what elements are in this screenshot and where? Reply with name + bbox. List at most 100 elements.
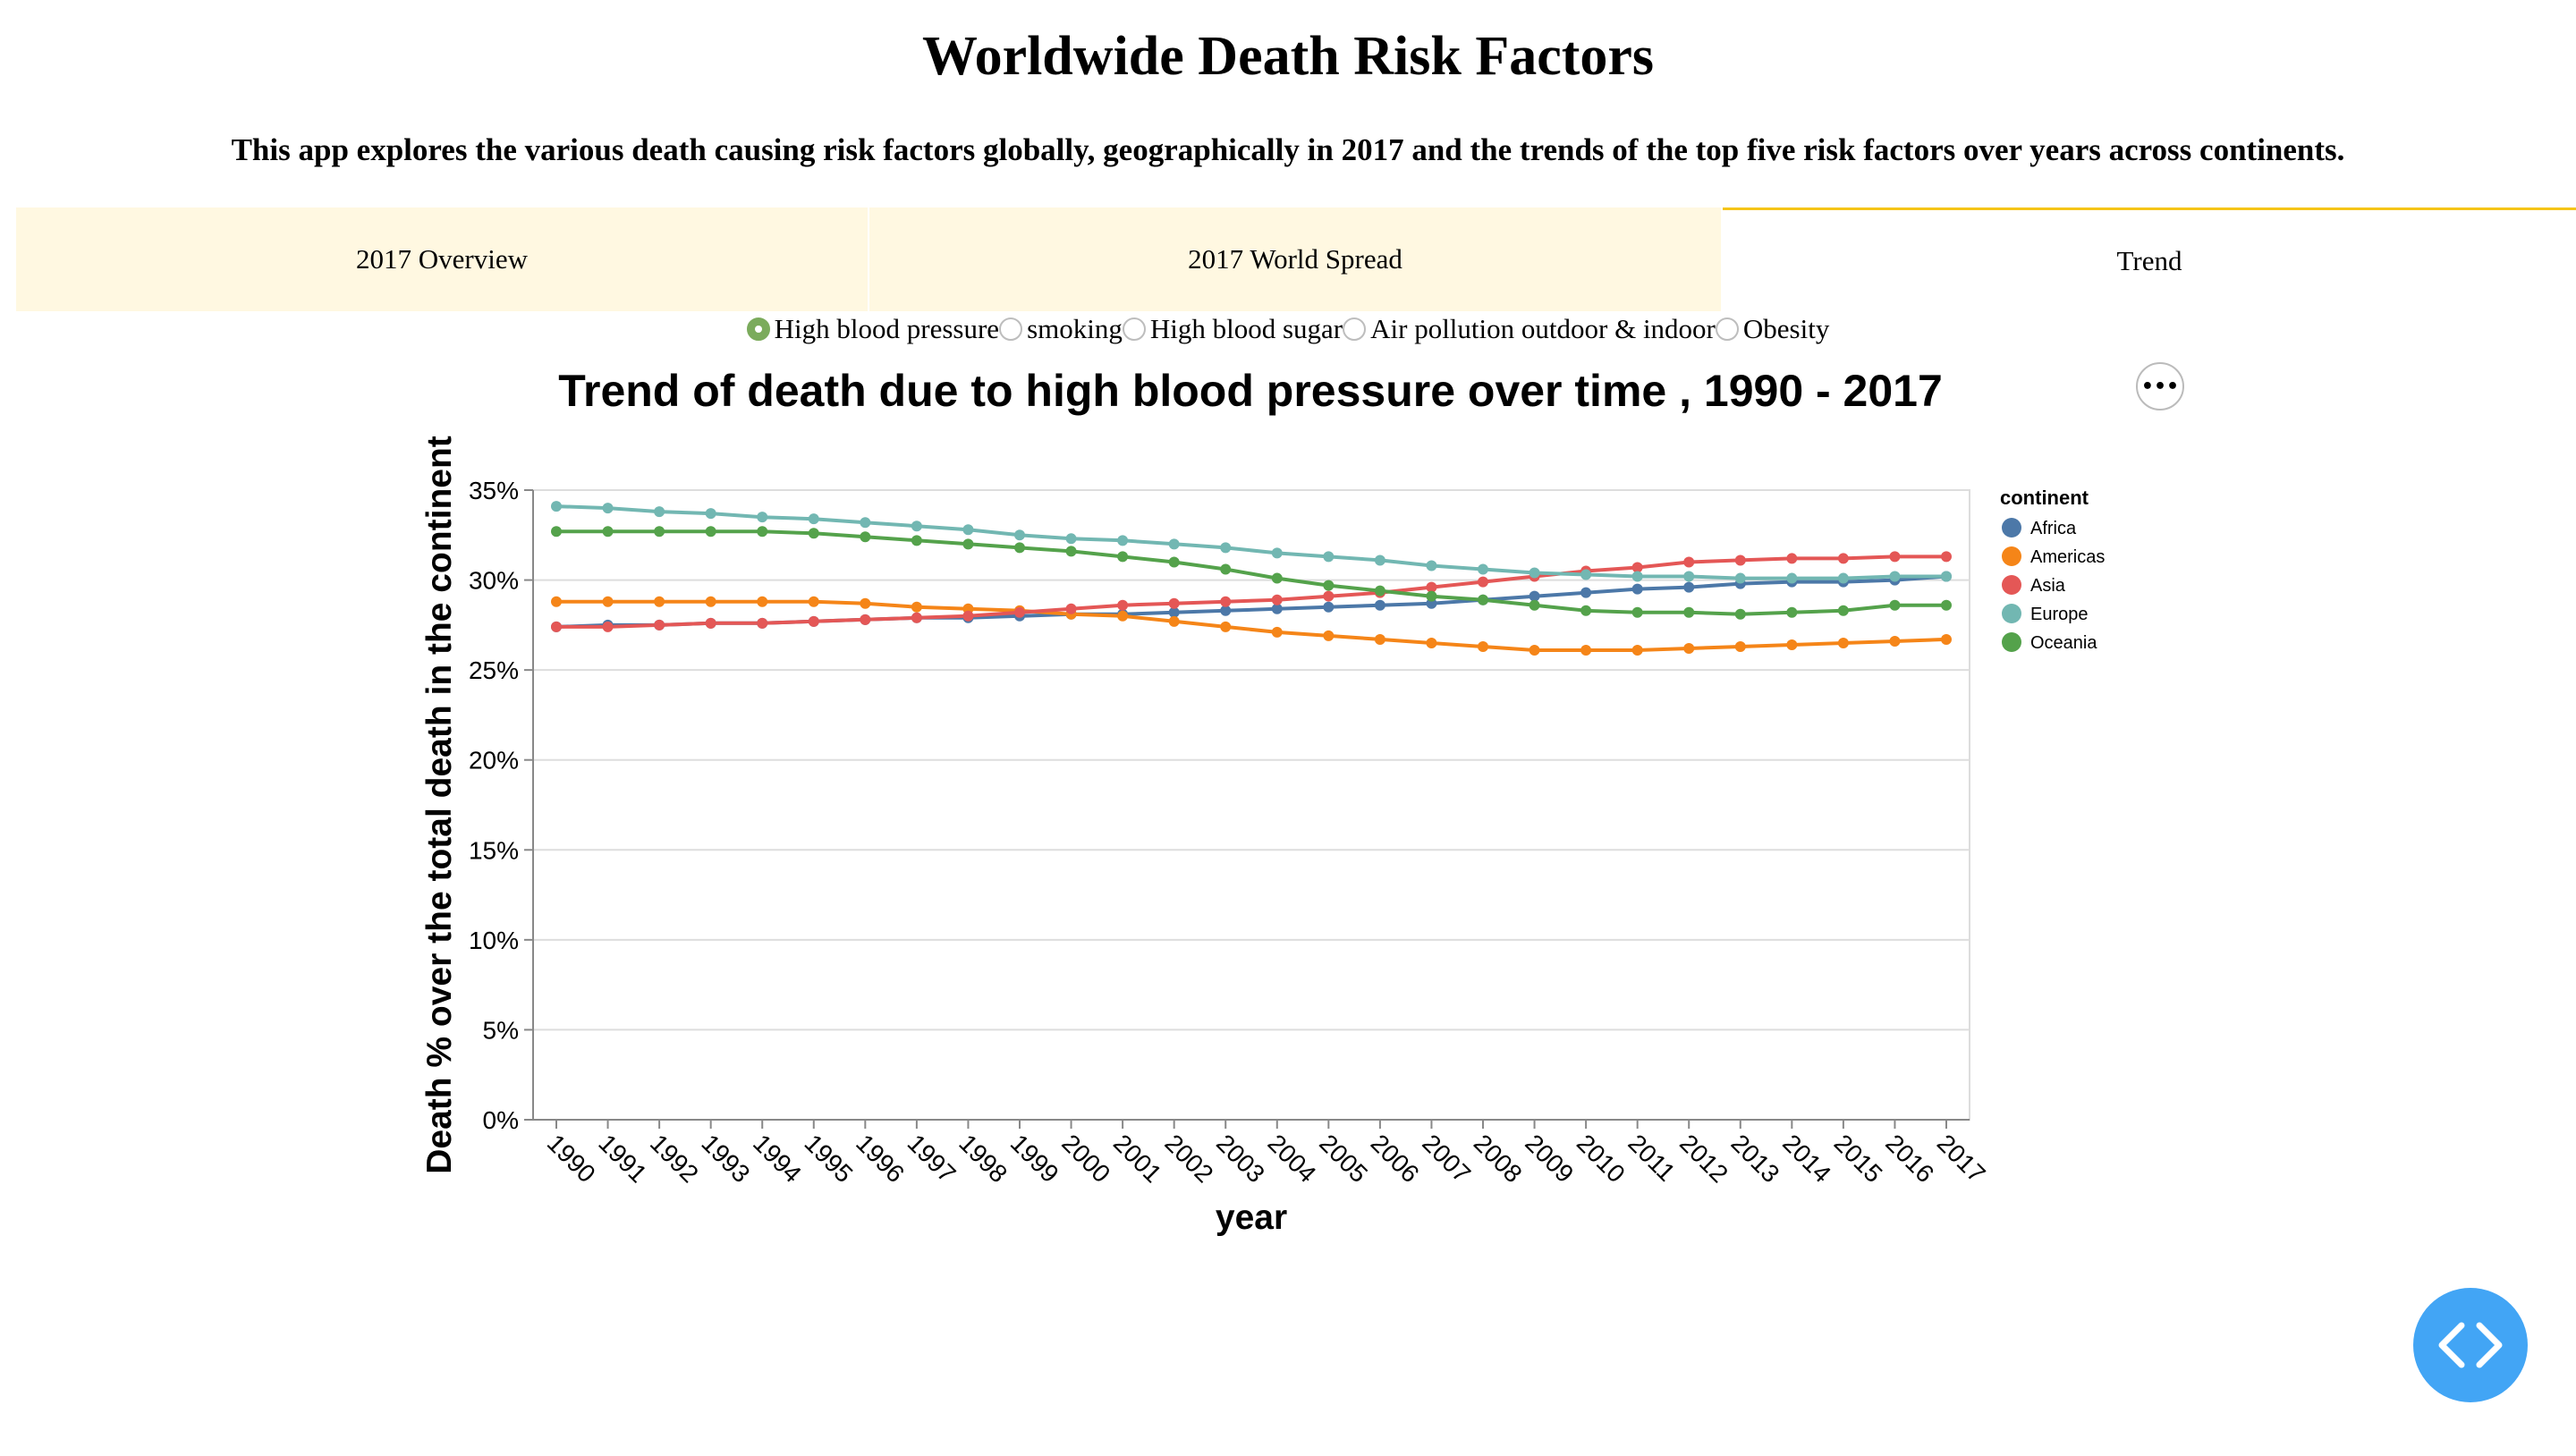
data-point-africa (1065, 608, 1077, 620)
legend-label: Oceania (2030, 633, 2097, 653)
data-point-europe (1220, 542, 1232, 554)
radio-air-pollution[interactable]: Air pollution outdoor & indoor (1343, 313, 1716, 345)
data-point-europe (1168, 538, 1180, 550)
data-point-europe (1117, 535, 1129, 546)
tab-trend[interactable]: Trend (1723, 207, 2576, 311)
data-point-africa (654, 619, 665, 631)
data-point-africa (602, 619, 614, 631)
data-point-europe (1683, 571, 1695, 582)
data-point-europe (602, 503, 614, 514)
data-point-oceania (757, 526, 768, 538)
tab-2017-overview[interactable]: 2017 Overview (16, 207, 868, 311)
radio-dot-icon[interactable] (1343, 317, 1367, 341)
data-point-africa (860, 614, 871, 625)
radio-dot-icon[interactable] (746, 317, 770, 341)
radio-smoking[interactable]: smoking (999, 313, 1123, 345)
legend-symbol (2002, 604, 2021, 623)
x-tick-label: 1998 (953, 1129, 1013, 1188)
series-line-europe (555, 504, 1946, 580)
data-point-americas (1837, 637, 1849, 648)
tab-2017-world-spread[interactable]: 2017 World Spread (869, 207, 1721, 311)
data-point-asia (1323, 590, 1335, 602)
data-point-africa (1529, 590, 1540, 602)
y-tick-label: 35% (469, 477, 519, 504)
radio-label: High blood pressure (774, 313, 1000, 344)
data-point-africa (1374, 599, 1385, 611)
data-point-oceania (1734, 608, 1746, 620)
x-axis-title: year (1216, 1198, 1287, 1237)
radio-obesity[interactable]: Obesity (1715, 313, 1829, 345)
data-point-asia (962, 610, 974, 622)
data-point-africa (1631, 583, 1643, 595)
x-tick-label: 1995 (800, 1129, 859, 1188)
x-tick-label: 2004 (1263, 1129, 1322, 1188)
data-point-africa (962, 612, 974, 623)
data-point-asia (1065, 603, 1077, 614)
chart-actions-button[interactable]: ••• (2136, 362, 2184, 411)
data-point-oceania (1065, 546, 1077, 557)
data-point-oceania (911, 535, 922, 546)
data-point-europe (962, 524, 974, 536)
data-point-asia (1580, 565, 1592, 577)
y-tick-label: 15% (469, 836, 519, 864)
ellipsis-icon: ••• (2140, 375, 2180, 398)
data-point-asia (1734, 554, 1746, 566)
x-tick-label: 1999 (1005, 1129, 1064, 1188)
data-point-africa (1271, 603, 1283, 614)
data-point-africa (1889, 574, 1901, 586)
radio-high-blood-pressure[interactable]: High blood pressure (746, 313, 1000, 345)
data-point-africa (1220, 605, 1232, 616)
data-point-americas (1426, 637, 1437, 648)
data-point-oceania (1889, 599, 1901, 611)
data-point-americas (757, 596, 768, 607)
data-point-oceania (654, 526, 665, 538)
data-point-americas (1168, 615, 1180, 627)
plot-frame (532, 489, 1970, 1121)
y-tick-label: 25% (469, 656, 519, 684)
x-tick-label: 2009 (1520, 1129, 1579, 1188)
x-tick-label: 2007 (1417, 1129, 1476, 1188)
data-point-americas (1941, 633, 1952, 645)
data-point-europe (1786, 572, 1798, 584)
code-toggle-button[interactable] (2413, 1288, 2528, 1402)
radio-label: High blood sugar (1149, 313, 1343, 344)
radio-dot-icon[interactable] (1715, 317, 1739, 341)
data-point-africa (911, 612, 922, 623)
data-point-oceania (1426, 590, 1437, 602)
x-tick-label: 1996 (851, 1129, 910, 1188)
x-tick-label: 2003 (1211, 1129, 1270, 1188)
x-tick-label: 2010 (1572, 1129, 1631, 1188)
series-line-africa (555, 574, 1947, 629)
data-point-europe (1941, 571, 1952, 582)
data-point-americas (602, 596, 614, 607)
data-point-europe (1837, 572, 1849, 584)
data-point-europe (911, 521, 922, 532)
data-point-oceania (551, 526, 562, 538)
x-tick-label: 2002 (1159, 1129, 1218, 1188)
x-tick-label: 2017 (1932, 1129, 1991, 1188)
data-point-asia (1168, 597, 1180, 609)
data-point-asia (1014, 606, 1025, 618)
chart-title: Trend of death due to high blood pressur… (558, 366, 1943, 416)
data-point-africa (1014, 610, 1025, 622)
data-point-asia (705, 617, 716, 629)
data-point-asia (1374, 587, 1385, 598)
radio-dot-icon[interactable] (1122, 317, 1146, 341)
data-point-asia (1631, 562, 1643, 573)
legend-symbol (2002, 518, 2021, 538)
legend-label: Europe (2030, 605, 2089, 624)
data-point-oceania (1580, 605, 1592, 616)
radio-dot-icon[interactable] (999, 317, 1023, 341)
legend-symbol (2002, 575, 2021, 595)
data-point-asia (654, 619, 665, 631)
data-point-europe (1065, 533, 1077, 545)
data-point-europe (1580, 569, 1592, 580)
series-line-americas (556, 599, 1947, 652)
radio-high-blood-sugar[interactable]: High blood sugar (1122, 313, 1343, 345)
data-point-europe (757, 512, 768, 523)
data-point-africa (1683, 581, 1695, 593)
data-point-europe (1631, 571, 1643, 582)
data-point-americas (1065, 608, 1077, 620)
data-point-oceania (1271, 572, 1283, 584)
x-tick-label: 2000 (1056, 1129, 1115, 1188)
